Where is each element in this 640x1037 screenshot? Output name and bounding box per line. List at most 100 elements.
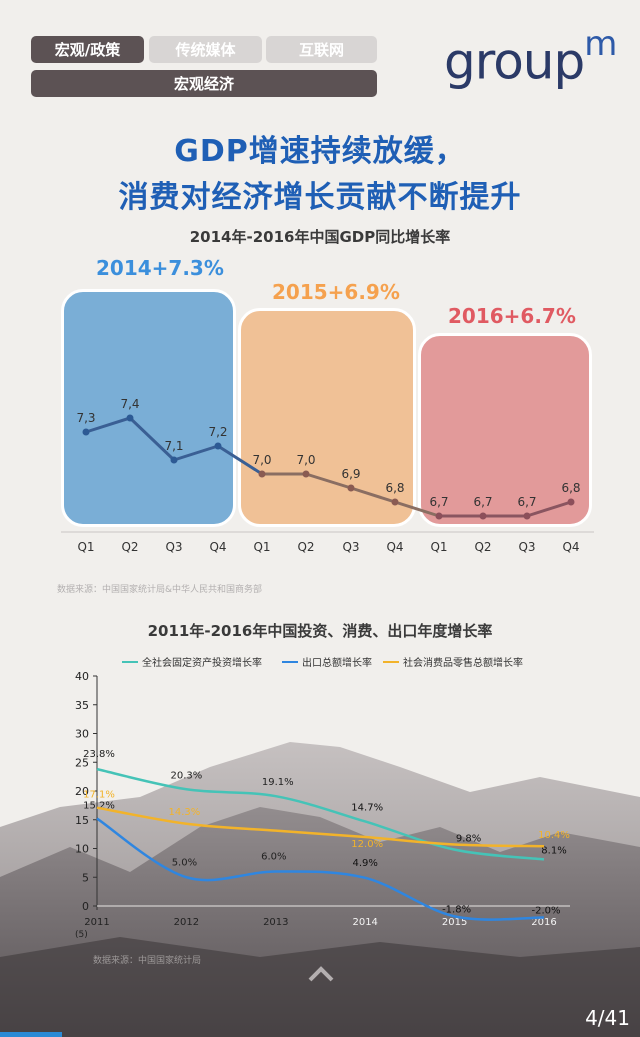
gdp-value-label: 7,0 [296, 453, 315, 467]
gdp-point [82, 428, 90, 436]
gdp-point [170, 456, 178, 464]
series-value-label: 20.3% [171, 770, 203, 781]
legend-export: 出口总额增长率 [282, 654, 372, 669]
gdp-value-label: 6,8 [561, 481, 580, 495]
box-2015 [238, 308, 416, 527]
series-line-0 [96, 767, 545, 861]
gdp-point [258, 470, 266, 478]
gdp-quarter-label: Q4 [209, 540, 226, 554]
logo-mark: m [584, 24, 617, 64]
series-value-label: 8.1% [541, 845, 566, 856]
y-tick-label: 20 [75, 785, 89, 798]
series-value-label: 4.9% [352, 858, 377, 869]
series-value-label: 12.0% [351, 839, 383, 850]
gdp-source-note: 数据来源：中国国家统计局&中华人民共和国商务部 [57, 585, 263, 595]
gdp-point [214, 442, 222, 450]
series-value-label: 6.0% [261, 852, 286, 863]
gdp-point [567, 498, 575, 506]
gdp-value-label: 6,7 [473, 495, 492, 509]
gdp-quarter-label: Q1 [430, 540, 447, 554]
series-value-label: 19.1% [262, 777, 294, 788]
gdp-quarter-label: Q2 [474, 540, 491, 554]
gdp-value-label: 7,4 [120, 397, 139, 411]
year-label-2016: 2016+6.7% [448, 304, 576, 328]
legend-invest: 全社会固定资产投资增长率 [122, 654, 262, 669]
chevron-up-icon[interactable] [306, 964, 336, 984]
legend-export-label: 出口总额增长率 [302, 658, 372, 669]
gdp-quarter-label: Q3 [165, 540, 182, 554]
gdp-point [479, 512, 487, 520]
gdp-value-label: 6,7 [517, 495, 536, 509]
gdp-line-segment [217, 444, 263, 476]
gdp-line-segment [173, 444, 219, 462]
growth-chart-title: 2011年-2016年中国投资、消费、出口年度增长率 [147, 622, 493, 640]
tab-macro-policy[interactable]: 宏观/政策 [31, 36, 144, 63]
gdp-value-label: 6,7 [429, 495, 448, 509]
x-tick-label: 2014 [352, 917, 377, 928]
legend-retail: 社会消费品零售总额增长率 [383, 654, 523, 669]
growth-source-note: 数据来源：中国国家统计局 [93, 956, 202, 966]
gdp-line-segment [128, 416, 176, 462]
y-tick-label: 15 [75, 814, 89, 827]
gdp-point [435, 512, 443, 520]
series-value-label: -1.8% [442, 904, 471, 915]
series-line-1 [96, 817, 545, 921]
series-value-label: 14.3% [169, 807, 201, 818]
gdp-quarter-label: Q2 [121, 540, 138, 554]
x-tick-label: 2012 [174, 917, 199, 928]
gdp-value-label: 6,9 [341, 467, 360, 481]
legend-invest-label: 全社会固定资产投资增长率 [142, 658, 262, 669]
gdp-line-segment [394, 500, 440, 518]
growth-line-chart: 0 5 10 15 20 25 30 35 40 2011 2012 2013 2014 2015 2016… [0, 670, 640, 1037]
y-tick-label: 40 [75, 670, 89, 683]
gdp-value-label: 7,0 [252, 453, 271, 467]
headline-line-1: GDP增速持续放缓， [174, 134, 466, 169]
series-value-label: 5.0% [172, 857, 197, 868]
series-value-label: 9.8% [456, 834, 481, 845]
subtab-macro-economy[interactable]: 宏观经济 [31, 70, 377, 97]
y-tick-label: 10 [75, 843, 89, 856]
page-number: 4/41 [585, 1006, 630, 1030]
gdp-value-label: 7,2 [208, 425, 227, 439]
gdp-point [126, 414, 134, 422]
year-label-2014: 2014+7.3% [96, 256, 224, 280]
y-tick-label: 30 [75, 728, 89, 741]
gdp-line-chart: 7,3 Q1 7,4 Q2 7,1 Q3 7,2 Q4 7,0 Q1 7,0 Q2 6,9 Q3 6,8 Q4… [61, 397, 594, 554]
y-tick-label: 25 [75, 756, 89, 769]
x-tick-label: 2011 [84, 917, 109, 928]
series-value-label: 10.4% [538, 830, 570, 841]
gdp-line-segment [526, 500, 572, 518]
gdp-quarter-label: Q4 [562, 540, 579, 554]
legend-retail-label: 社会消费品零售总额增长率 [403, 658, 523, 669]
gdp-point [347, 484, 355, 492]
tab-traditional-media[interactable]: 传统媒体 [149, 36, 262, 63]
y-tick-label: 0 [82, 900, 89, 913]
gdp-quarter-label: Q3 [342, 540, 359, 554]
gdp-quarter-label: Q1 [77, 540, 94, 554]
series-value-label: -2.0% [531, 906, 560, 917]
progress-bar [0, 1032, 63, 1037]
tab-internet[interactable]: 互联网 [266, 36, 377, 63]
y-axis-label: (5) [75, 930, 88, 940]
box-2014 [61, 289, 236, 527]
series-line-2 [96, 806, 545, 848]
gdp-point [391, 498, 399, 506]
series-value-label: 14.7% [351, 802, 383, 813]
gdp-line-segment [305, 472, 352, 490]
logo-text: group [444, 32, 585, 91]
x-tick-label: 2016 [531, 917, 556, 928]
gdp-quarter-label: Q1 [253, 540, 270, 554]
box-2016 [418, 333, 592, 527]
mountain-base [0, 937, 640, 1037]
gdp-quarter-label: Q4 [386, 540, 403, 554]
gdp-chart-title: 2014年-2016年中国GDP同比增长率 [189, 228, 451, 246]
x-tick-label: 2015 [442, 917, 467, 928]
gdp-point [302, 470, 310, 478]
groupm-logo: groupm [444, 24, 617, 91]
y-tick-label: 35 [75, 699, 89, 712]
headline-line-2: 消费对经济增长贡献不断提升 [118, 180, 522, 215]
gdp-line-segment [85, 416, 131, 434]
gdp-value-label: 6,8 [385, 481, 404, 495]
gdp-line-segment [350, 486, 396, 504]
gdp-quarter-label: Q3 [518, 540, 535, 554]
